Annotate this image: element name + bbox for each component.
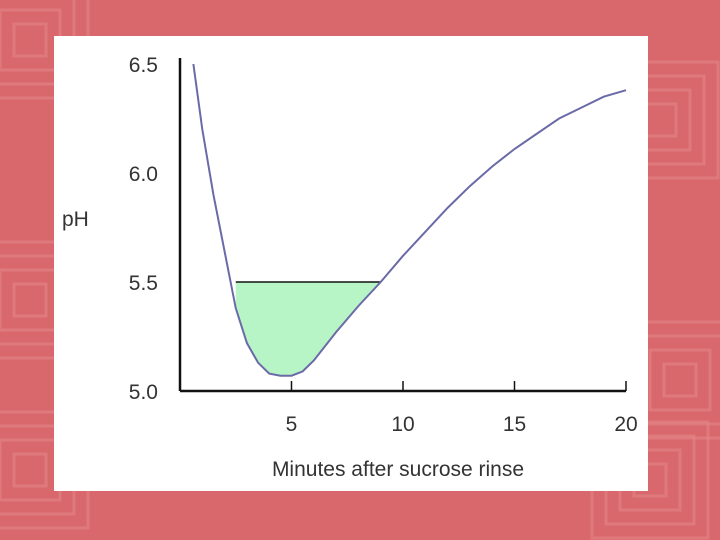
pattern-square: [648, 348, 712, 412]
x-axis-label: Minutes after sucrose rinse: [272, 458, 524, 481]
pattern-square: [0, 268, 62, 332]
pattern-square: [0, 8, 62, 72]
pattern-square: [12, 22, 48, 58]
pattern-square: [0, 438, 62, 502]
pattern-square: [642, 102, 678, 138]
y-tick-label: 6.0: [129, 163, 158, 186]
tick-labels: 5.0 5.5 6.0 6.5 5 10 15 20: [129, 54, 638, 436]
y-tick-label: 6.5: [129, 54, 158, 77]
pattern-square: [12, 282, 48, 318]
axes: [178, 58, 627, 393]
pattern-square: [662, 362, 698, 398]
ph-curve-chart: 5.0 5.5 6.0 6.5 5 10 15 20 pH Minutes after suc…: [62, 54, 638, 481]
threshold-area: [235, 282, 381, 376]
ph-series-line: [192, 63, 627, 377]
x-tick-label: 10: [391, 413, 414, 436]
threshold-layer: [235, 281, 381, 376]
y-axis-label: pH: [62, 208, 89, 231]
y-tick-label: 5.0: [129, 381, 158, 404]
chart-panel: 5.0 5.5 6.0 6.5 5 10 15 20 pH Minutes after suc…: [54, 36, 648, 491]
series-layer: [192, 63, 627, 377]
x-tick-label: 5: [286, 413, 298, 436]
pattern-square: [12, 452, 48, 488]
x-tick-label: 20: [614, 413, 637, 436]
x-tick-label: 15: [503, 413, 526, 436]
y-tick-label: 5.5: [129, 272, 158, 295]
